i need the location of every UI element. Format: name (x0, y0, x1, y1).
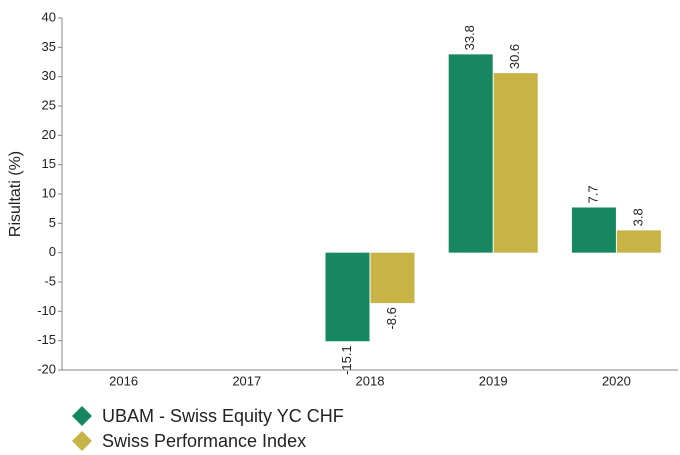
bar (493, 73, 538, 253)
bar (325, 252, 370, 342)
y-tick-label: 35 (42, 39, 56, 54)
y-tick-label: 0 (49, 244, 56, 259)
y-tick-label: 30 (42, 68, 56, 83)
y-tick-label: 40 (42, 9, 56, 24)
data-label: 7.7 (585, 185, 600, 203)
data-label: 30.6 (507, 44, 522, 69)
x-tick-label: 2020 (602, 373, 631, 388)
bar (571, 207, 616, 253)
y-tick-label: -15 (37, 332, 56, 347)
data-label: 3.8 (630, 208, 645, 226)
data-label: -8.6 (384, 307, 399, 329)
data-label: 33.8 (462, 25, 477, 50)
y-tick-label: 25 (42, 97, 56, 112)
y-tick-label: 5 (49, 215, 56, 230)
x-tick-label: 2016 (109, 373, 138, 388)
y-axis-label: Risultati (%) (7, 151, 24, 237)
x-tick-label: 2018 (356, 373, 385, 388)
x-tick-label: 2019 (479, 373, 508, 388)
legend-label: Swiss Performance Index (102, 431, 306, 451)
bar (616, 230, 661, 253)
y-tick-label: 10 (42, 185, 56, 200)
x-tick-label: 2017 (232, 373, 261, 388)
y-tick-label: 15 (42, 156, 56, 171)
legend-label: UBAM - Swiss Equity YC CHF (102, 406, 344, 426)
y-tick-label: -20 (37, 361, 56, 376)
legend-marker (72, 406, 92, 426)
legend-marker (72, 431, 92, 451)
bar (370, 252, 415, 304)
y-tick-label: -10 (37, 303, 56, 318)
data-label: -15.1 (339, 345, 354, 375)
bar (448, 54, 493, 253)
y-tick-label: -5 (44, 273, 56, 288)
y-tick-label: 20 (42, 127, 56, 142)
